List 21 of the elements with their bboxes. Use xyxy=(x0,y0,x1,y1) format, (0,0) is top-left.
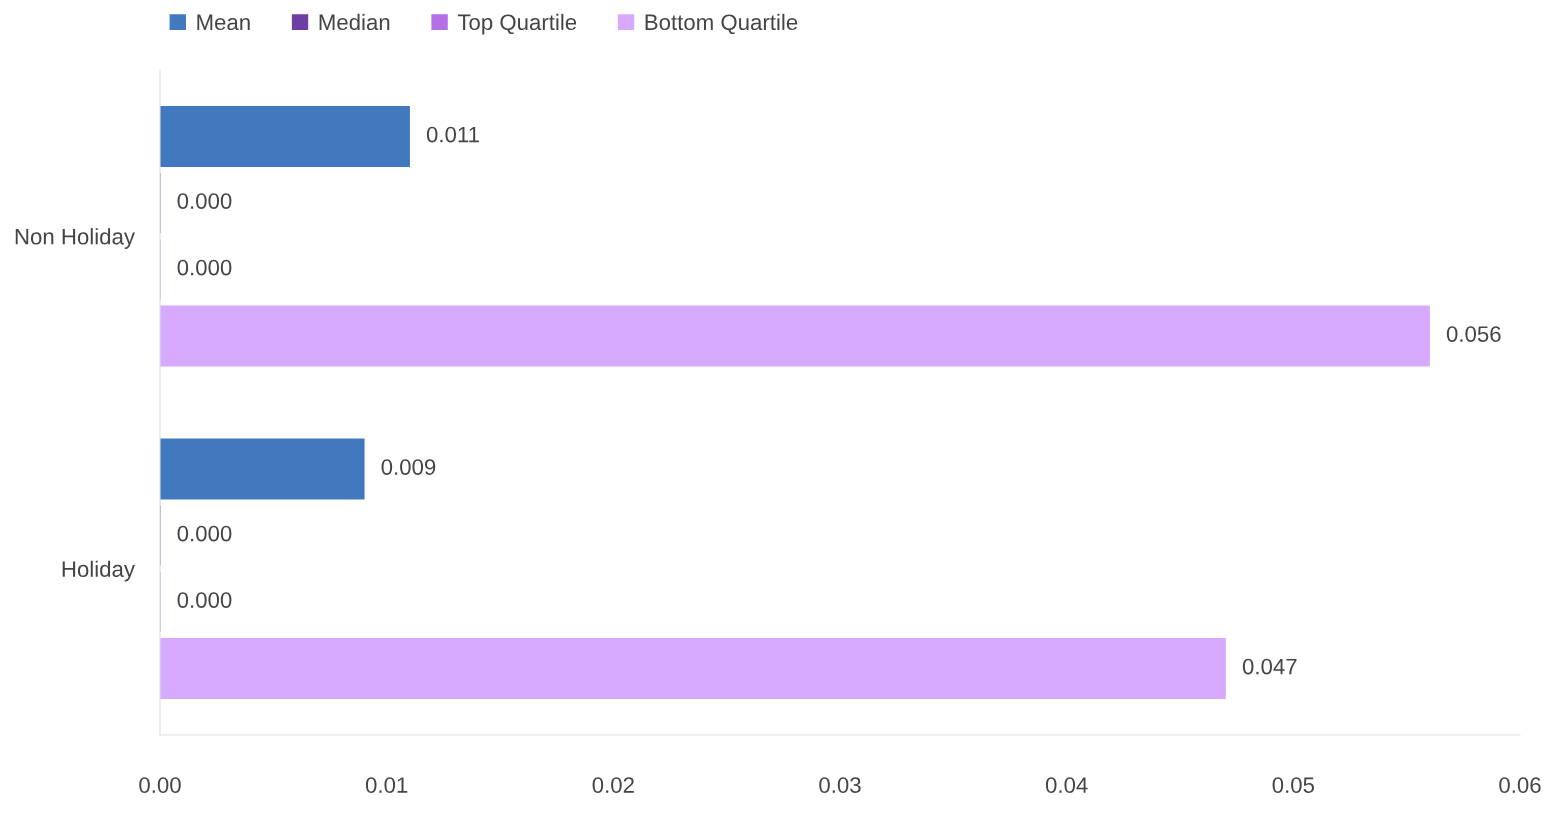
data-label: 0.056 xyxy=(1446,326,1501,342)
y-tick-label: Non Holiday xyxy=(15,228,135,249)
x-tick-label: 0.05 xyxy=(1272,777,1315,793)
data-label: 0.011 xyxy=(426,126,479,143)
x-tick-label: 0.06 xyxy=(1499,777,1541,793)
legend-label: Bottom Quartile xyxy=(645,13,798,35)
data-label: 0.000 xyxy=(177,193,232,209)
legend-label: Median xyxy=(319,13,390,31)
x-tick-label: 0.03 xyxy=(819,777,861,793)
data-label: 0.047 xyxy=(1242,658,1297,675)
x-tick-label: 0.00 xyxy=(139,777,181,793)
x-tick-label: 0.01 xyxy=(365,777,408,793)
x-tick-label: 0.04 xyxy=(1045,777,1088,793)
x-tick-label: 0.02 xyxy=(592,777,634,793)
legend-label: Top Quartile xyxy=(457,13,577,35)
data-label: 0.000 xyxy=(177,525,232,542)
data-label: 0.000 xyxy=(177,259,232,276)
data-label: 0.009 xyxy=(381,459,436,475)
legend-label: Mean xyxy=(197,14,250,31)
data-label: 0.000 xyxy=(177,592,232,608)
y-tick-label: Holiday xyxy=(62,560,135,582)
